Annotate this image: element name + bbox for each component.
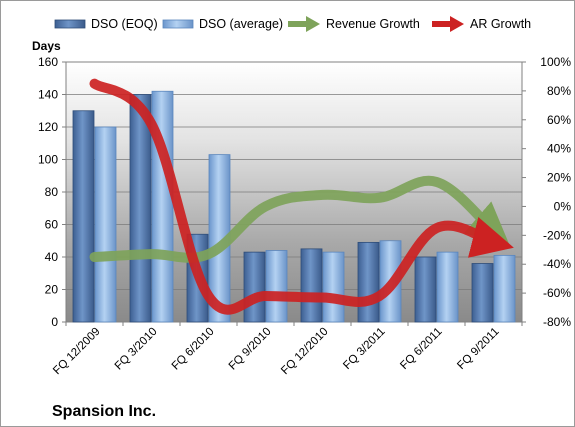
bar <box>493 254 516 323</box>
growth-line <box>89 78 514 315</box>
legend-arrow-head <box>306 16 320 32</box>
bar <box>72 110 95 323</box>
y-left-tick-label: 60 <box>45 218 59 232</box>
legend-label: Revenue Growth <box>326 17 420 31</box>
y-right-tick-label: 80% <box>547 84 571 98</box>
legend: DSO (EOQ) DSO (average) Revenue Growth AR G… <box>54 16 531 32</box>
bar <box>322 251 345 323</box>
bar <box>414 256 437 323</box>
y-left-tick-label: 80 <box>45 185 59 199</box>
growth-lines <box>89 78 514 315</box>
y-left-tick-label: 40 <box>45 250 59 264</box>
y-left-tick-label: 20 <box>45 283 59 297</box>
y-left-tick-label: 0 <box>51 315 58 329</box>
bar <box>243 251 266 323</box>
legend-swatch <box>162 19 194 29</box>
y-left-tick-label: 120 <box>38 120 58 134</box>
bar <box>94 126 117 323</box>
bar <box>357 241 380 323</box>
y-right-tick-label: 60% <box>547 113 571 127</box>
y-right-tick-label: -80% <box>543 315 571 329</box>
y-right-tick-label: 0% <box>554 199 572 213</box>
bar <box>129 94 152 323</box>
bar <box>471 263 494 323</box>
y-right-tick-label: 20% <box>547 171 571 185</box>
y-right-tick-label: -40% <box>543 257 571 271</box>
bar <box>265 250 288 323</box>
growth-line <box>89 175 510 263</box>
y-right-tick-label: 40% <box>547 142 571 156</box>
y-left-axis-title: Days <box>32 39 61 53</box>
bar <box>436 251 459 323</box>
bar <box>300 248 323 323</box>
legend-label: DSO (average) <box>199 17 283 31</box>
legend-label: DSO (EOQ) <box>91 17 158 31</box>
y-left-tick-label: 140 <box>38 88 58 102</box>
y-left-tick-label: 100 <box>38 153 58 167</box>
legend-label: AR Growth <box>470 17 531 31</box>
legend-arrow-head <box>450 16 464 32</box>
y-left-tick-label: 160 <box>38 55 58 69</box>
y-right-tick-label: -60% <box>543 286 571 300</box>
company-name: Spansion Inc. <box>52 403 156 420</box>
y-right-tick-label: 100% <box>540 55 571 69</box>
legend-swatch <box>54 19 86 29</box>
y-right-tick-label: -20% <box>543 228 571 242</box>
